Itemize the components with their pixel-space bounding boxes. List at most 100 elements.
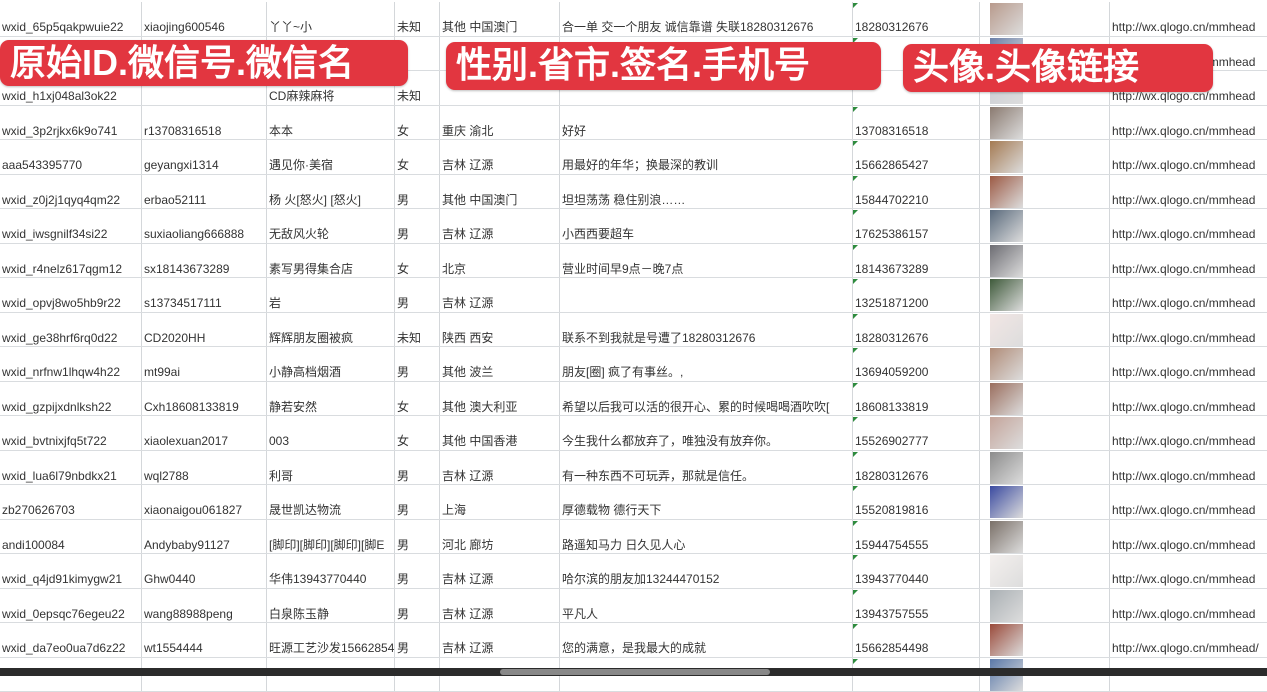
gender-cell[interactable]: 男 bbox=[395, 347, 440, 381]
avatar-cell[interactable] bbox=[980, 175, 1110, 209]
original-id-cell[interactable]: wxid_bvtnixjfq5t722 bbox=[0, 416, 142, 450]
wechat-name-cell[interactable]: 白泉陈玉静 bbox=[267, 589, 395, 623]
region-cell[interactable]: 其他 中国澳门 bbox=[440, 175, 560, 209]
phone-cell[interactable]: 18608133819 bbox=[853, 382, 980, 416]
wechat-id-cell[interactable]: Cxh18608133819 bbox=[142, 382, 267, 416]
avatar-url-cell[interactable]: http://wx.qlogo.cn/mmhead bbox=[1110, 554, 1267, 588]
phone-cell[interactable]: 15520819816 bbox=[853, 485, 980, 519]
original-id-cell[interactable]: wxid_ge38hrf6rq0d22 bbox=[0, 313, 142, 347]
region-cell[interactable]: 吉林 辽源 bbox=[440, 589, 560, 623]
avatar-cell[interactable] bbox=[980, 382, 1110, 416]
avatar-url-cell[interactable]: http://wx.qlogo.cn/mmhead bbox=[1110, 485, 1267, 519]
wechat-id-cell[interactable]: wt1554444 bbox=[142, 623, 267, 657]
signature-cell[interactable] bbox=[560, 278, 853, 312]
avatar-cell[interactable] bbox=[980, 485, 1110, 519]
avatar-url-cell[interactable]: http://wx.qlogo.cn/mmhead bbox=[1110, 451, 1267, 485]
region-cell[interactable]: 吉林 辽源 bbox=[440, 140, 560, 174]
avatar-url-cell[interactable]: http://wx.qlogo.cn/mmhead/ bbox=[1110, 623, 1267, 657]
avatar-cell[interactable] bbox=[980, 209, 1110, 243]
region-cell[interactable]: 其他 中国澳门 bbox=[440, 2, 560, 36]
wechat-name-cell[interactable]: 辉辉朋友圈被疯 bbox=[267, 313, 395, 347]
original-id-cell[interactable]: wxid_iwsgnilf34si22 bbox=[0, 209, 142, 243]
avatar-cell[interactable] bbox=[980, 623, 1110, 657]
signature-cell[interactable]: 小西西要超车 bbox=[560, 209, 853, 243]
wechat-id-cell[interactable]: Ghw0440 bbox=[142, 554, 267, 588]
avatar-cell[interactable] bbox=[980, 313, 1110, 347]
gender-cell[interactable]: 男 bbox=[395, 623, 440, 657]
signature-cell[interactable]: 联系不到我就是号遭了18280312676 bbox=[560, 313, 853, 347]
gender-cell[interactable]: 男 bbox=[395, 278, 440, 312]
signature-cell[interactable]: 好好 bbox=[560, 106, 853, 140]
avatar-url-cell[interactable]: http://wx.qlogo.cn/mmhead bbox=[1110, 416, 1267, 450]
avatar-url-cell[interactable]: http://wx.qlogo.cn/mmhead bbox=[1110, 209, 1267, 243]
avatar-cell[interactable] bbox=[980, 140, 1110, 174]
horizontal-scrollbar[interactable] bbox=[500, 669, 770, 675]
region-cell[interactable]: 吉林 辽源 bbox=[440, 451, 560, 485]
gender-cell[interactable]: 男 bbox=[395, 209, 440, 243]
phone-cell[interactable]: 15662854498 bbox=[853, 623, 980, 657]
gender-cell[interactable]: 女 bbox=[395, 106, 440, 140]
signature-cell[interactable]: 今生我什么都放弃了，唯独没有放弃你。 bbox=[560, 416, 853, 450]
phone-cell[interactable]: 15944754555 bbox=[853, 520, 980, 554]
avatar-url-cell[interactable]: http://wx.qlogo.cn/mmhead bbox=[1110, 347, 1267, 381]
signature-cell[interactable]: 厚德载物 德行天下 bbox=[560, 485, 853, 519]
original-id-cell[interactable]: wxid_65p5qakpwuie22 bbox=[0, 2, 142, 36]
region-cell[interactable]: 重庆 渝北 bbox=[440, 106, 560, 140]
phone-cell[interactable]: 18280312676 bbox=[853, 451, 980, 485]
phone-cell[interactable]: 13694059200 bbox=[853, 347, 980, 381]
avatar-url-cell[interactable]: http://wx.qlogo.cn/mmhead bbox=[1110, 382, 1267, 416]
avatar-url-cell[interactable]: http://wx.qlogo.cn/mmhead bbox=[1110, 140, 1267, 174]
wechat-name-cell[interactable]: 素写男得集合店 bbox=[267, 244, 395, 278]
wechat-name-cell[interactable]: 华伟13943770440 bbox=[267, 554, 395, 588]
wechat-id-cell[interactable]: wql2788 bbox=[142, 451, 267, 485]
region-cell[interactable]: 其他 波兰 bbox=[440, 347, 560, 381]
avatar-url-cell[interactable]: http://wx.qlogo.cn/mmhead bbox=[1110, 589, 1267, 623]
avatar-cell[interactable] bbox=[980, 244, 1110, 278]
signature-cell[interactable]: 有一种东西不可玩弄，那就是信任。 bbox=[560, 451, 853, 485]
signature-cell[interactable]: 用最好的年华；换最深的教训 bbox=[560, 140, 853, 174]
gender-cell[interactable]: 未知 bbox=[395, 313, 440, 347]
wechat-name-cell[interactable]: [脚印][脚印][脚印][脚E bbox=[267, 520, 395, 554]
gender-cell[interactable]: 男 bbox=[395, 554, 440, 588]
region-cell[interactable]: 北京 bbox=[440, 244, 560, 278]
signature-cell[interactable]: 您的满意，是我最大的成就 bbox=[560, 623, 853, 657]
avatar-url-cell[interactable]: http://wx.qlogo.cn/mmhead bbox=[1110, 2, 1267, 36]
gender-cell[interactable]: 男 bbox=[395, 175, 440, 209]
wechat-name-cell[interactable]: 静若安然 bbox=[267, 382, 395, 416]
region-cell[interactable]: 吉林 辽源 bbox=[440, 623, 560, 657]
phone-cell[interactable]: 13251871200 bbox=[853, 278, 980, 312]
phone-cell[interactable]: 15662865427 bbox=[853, 140, 980, 174]
region-cell[interactable]: 其他 澳大利亚 bbox=[440, 382, 560, 416]
avatar-cell[interactable] bbox=[980, 2, 1110, 36]
wechat-name-cell[interactable]: 丫丫~小 bbox=[267, 2, 395, 36]
gender-cell[interactable]: 女 bbox=[395, 244, 440, 278]
region-cell[interactable]: 河北 廊坊 bbox=[440, 520, 560, 554]
region-cell[interactable]: 上海 bbox=[440, 485, 560, 519]
phone-cell[interactable]: 17625386157 bbox=[853, 209, 980, 243]
phone-cell[interactable]: 13708316518 bbox=[853, 106, 980, 140]
wechat-name-cell[interactable]: 003 bbox=[267, 416, 395, 450]
original-id-cell[interactable]: wxid_nrfnw1lhqw4h22 bbox=[0, 347, 142, 381]
wechat-name-cell[interactable]: 无敌风火轮 bbox=[267, 209, 395, 243]
avatar-url-cell[interactable]: http://wx.qlogo.cn/mmhead bbox=[1110, 106, 1267, 140]
avatar-url-cell[interactable]: http://wx.qlogo.cn/mmhead bbox=[1110, 313, 1267, 347]
phone-cell[interactable]: 18280312676 bbox=[853, 2, 980, 36]
gender-cell[interactable]: 女 bbox=[395, 416, 440, 450]
gender-cell[interactable]: 男 bbox=[395, 589, 440, 623]
signature-cell[interactable]: 坦坦荡荡 稳住别浪…… bbox=[560, 175, 853, 209]
wechat-id-cell[interactable]: wang88988peng bbox=[142, 589, 267, 623]
region-cell[interactable]: 陕西 西安 bbox=[440, 313, 560, 347]
original-id-cell[interactable]: wxid_3p2rjkx6k9o741 bbox=[0, 106, 142, 140]
wechat-id-cell[interactable]: CD2020HH bbox=[142, 313, 267, 347]
original-id-cell[interactable]: andi100084 bbox=[0, 520, 142, 554]
region-cell[interactable]: 吉林 辽源 bbox=[440, 209, 560, 243]
wechat-name-cell[interactable]: 小静高档烟酒 bbox=[267, 347, 395, 381]
phone-cell[interactable]: 18280312676 bbox=[853, 313, 980, 347]
wechat-id-cell[interactable]: r13708316518 bbox=[142, 106, 267, 140]
signature-cell[interactable]: 路遥知马力 日久见人心 bbox=[560, 520, 853, 554]
phone-cell[interactable]: 15526902777 bbox=[853, 416, 980, 450]
gender-cell[interactable]: 男 bbox=[395, 520, 440, 554]
avatar-cell[interactable] bbox=[980, 520, 1110, 554]
wechat-id-cell[interactable]: sx18143673289 bbox=[142, 244, 267, 278]
gender-cell[interactable]: 男 bbox=[395, 485, 440, 519]
